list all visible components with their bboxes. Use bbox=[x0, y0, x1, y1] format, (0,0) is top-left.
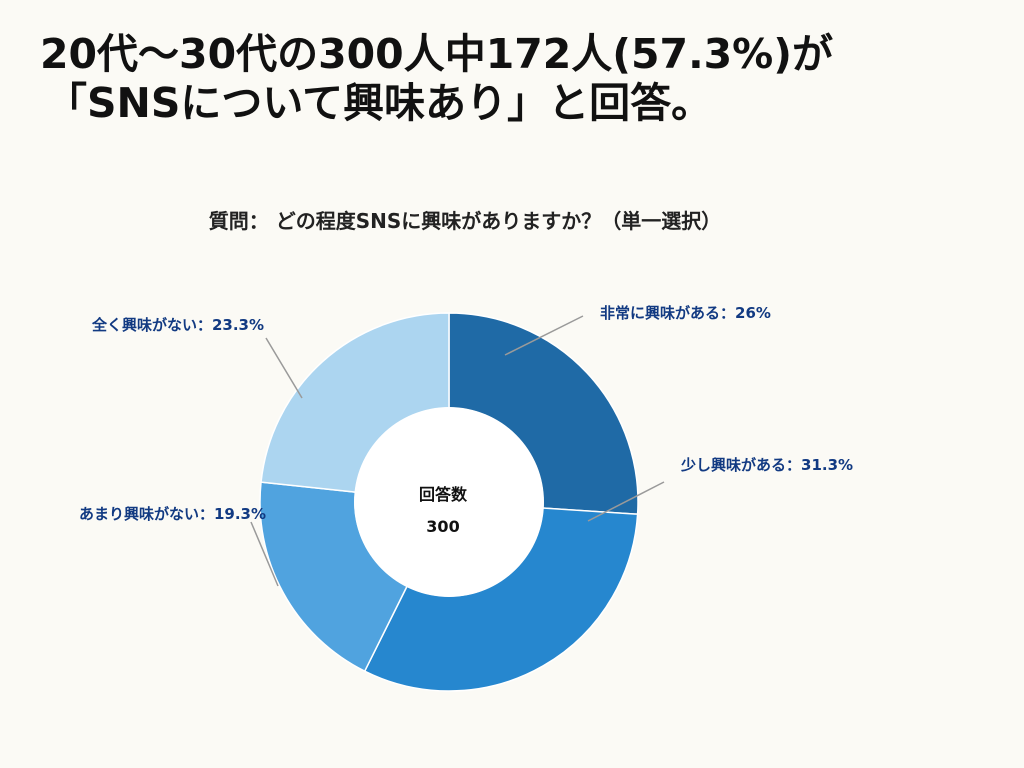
headline-line-1: 20代〜30代の300人中172人(57.3%)が bbox=[40, 30, 833, 78]
headline: 20代〜30代の300人中172人(57.3%)が 「SNSについて興味あり」と… bbox=[40, 30, 1000, 128]
slice-labels-layer: 非常に興味がある：26% 少し興味がある：31.3% あまり興味がない：19.3% 全… bbox=[79, 304, 853, 523]
center-value: 300 bbox=[426, 517, 459, 536]
slice-label-3: あまり興味がない：19.3% bbox=[79, 505, 266, 523]
slice-label-1: 非常に興味がある：26% bbox=[600, 304, 771, 322]
slice-label-2: 少し興味がある：31.3% bbox=[680, 456, 853, 474]
leader-line-4 bbox=[265, 337, 303, 399]
donut-hole bbox=[354, 407, 544, 597]
headline-line-2: 「SNSについて興味あり」と回答。 bbox=[46, 79, 713, 128]
leader-line-2 bbox=[587, 481, 665, 522]
leader-lines-layer bbox=[250, 315, 665, 587]
leader-line-3 bbox=[250, 521, 279, 587]
leader-line-1 bbox=[504, 315, 584, 356]
slices-layer bbox=[259, 312, 639, 692]
slice-label-4: 全く興味がない：23.3% bbox=[91, 316, 264, 334]
center-label: 回答数 bbox=[419, 485, 468, 504]
question-text: 質問： どの程度SNSに興味がありますか？（単一選択） bbox=[208, 209, 722, 233]
